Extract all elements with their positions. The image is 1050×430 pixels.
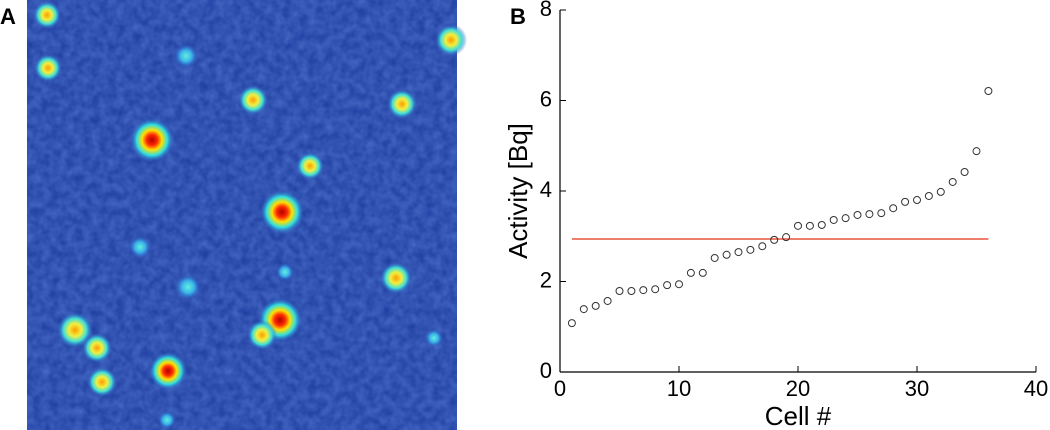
data-point xyxy=(841,214,850,223)
data-point xyxy=(913,196,921,205)
panel-label: B xyxy=(510,4,526,29)
data-point xyxy=(663,281,672,290)
data-point xyxy=(984,86,993,95)
data-point xyxy=(722,250,731,259)
data-point xyxy=(960,167,969,176)
data-point xyxy=(817,220,826,229)
data-point xyxy=(901,197,910,206)
data-point xyxy=(853,210,862,219)
data-point xyxy=(615,287,624,296)
data-point xyxy=(770,235,779,244)
data-point xyxy=(686,268,695,277)
data-point xyxy=(567,319,576,328)
x-tick-label: 30 xyxy=(905,376,929,401)
data-point xyxy=(627,287,636,296)
y-tick-label: 2 xyxy=(540,267,552,292)
data-point xyxy=(698,268,707,277)
data-point xyxy=(746,245,755,254)
y-tick-label: 0 xyxy=(540,358,552,383)
data-point xyxy=(877,209,886,218)
data-point xyxy=(579,305,588,314)
y-tick-label: 8 xyxy=(540,0,552,21)
data-point xyxy=(591,301,600,310)
data-point xyxy=(865,210,874,219)
data-point xyxy=(948,177,957,186)
panel-label: A xyxy=(0,4,16,29)
y-tick-label: 6 xyxy=(540,86,552,111)
data-point xyxy=(603,296,612,305)
x-tick-label: 10 xyxy=(667,376,691,401)
data-point xyxy=(651,285,660,294)
data-point xyxy=(782,233,791,242)
x-tick-label: 0 xyxy=(554,376,566,401)
x-tick-label: 20 xyxy=(786,376,810,401)
data-point xyxy=(889,204,898,213)
data-point xyxy=(972,147,981,156)
y-axis-label: Activity [Bq] xyxy=(503,123,533,259)
heatmap-image xyxy=(27,0,467,430)
x-axis-label: Cell # xyxy=(765,401,832,430)
data-point xyxy=(829,215,838,224)
y-tick-label: 4 xyxy=(540,177,552,202)
data-point xyxy=(805,221,814,230)
data-point xyxy=(710,253,719,262)
data-point xyxy=(639,286,648,295)
data-point xyxy=(675,280,683,289)
data-point xyxy=(758,242,767,251)
x-tick-label: 40 xyxy=(1024,376,1048,401)
data-point xyxy=(924,191,933,200)
data-point xyxy=(794,221,802,230)
data-point xyxy=(936,187,945,196)
data-point xyxy=(734,248,743,257)
